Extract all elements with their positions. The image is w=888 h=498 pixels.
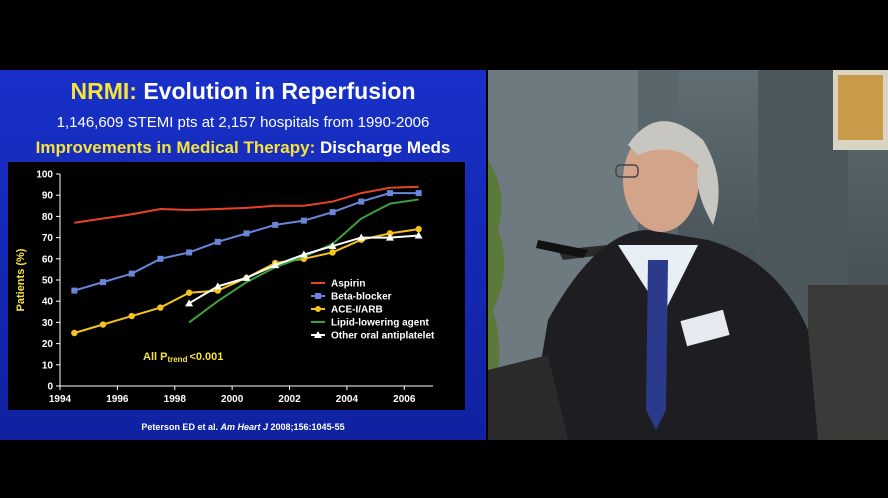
data-point	[271, 261, 280, 269]
citation-journal: Am Heart J	[220, 422, 268, 432]
series-line-0	[74, 185, 419, 224]
data-point	[185, 299, 194, 307]
legend-label: Beta-blocker	[331, 292, 392, 303]
y-tick-label: 70	[42, 233, 54, 244]
y-tick-label: 60	[42, 254, 54, 265]
x-tick-label: 1998	[164, 394, 187, 405]
data-point	[299, 250, 308, 258]
data-point	[329, 209, 336, 216]
legend-marker	[315, 306, 321, 312]
data-point	[300, 217, 307, 224]
line-chart: 0 10 20 30 40 50 60 70 80 90 100 1994 1996 1998 2000 20…	[15, 170, 435, 406]
data-point	[386, 190, 393, 197]
data-point	[415, 225, 422, 233]
y-tick-label: 20	[42, 339, 54, 350]
slide-title-prefix: NRMI:	[70, 78, 137, 104]
x-tick-label: 2002	[278, 394, 301, 405]
data-point	[385, 233, 394, 241]
y-tick-label: 50	[42, 276, 54, 287]
legend-label: ACE-I/ARB	[331, 305, 383, 316]
data-point	[386, 230, 394, 237]
data-point	[272, 221, 279, 228]
section-prefix: Improvements in Medical Therapy:	[35, 138, 316, 157]
slide-subtitle: 1,146,609 STEMI pts at 2,157 hospitals f…	[56, 114, 430, 131]
legend-label: Other oral antiplatelet	[331, 331, 435, 342]
y-tick-label: 30	[42, 318, 54, 329]
y-tick-label: 90	[42, 191, 54, 202]
data-point	[414, 231, 423, 239]
slide-citation: Peterson ED et al. Am Heart J 2008;156:1…	[0, 422, 486, 432]
x-tick-label: 2006	[393, 394, 416, 405]
data-point	[214, 238, 221, 245]
data-point	[128, 270, 135, 277]
y-tick-label: 100	[36, 170, 53, 181]
data-point	[99, 321, 107, 328]
data-point	[71, 329, 78, 337]
x-tick-label: 2000	[221, 394, 244, 405]
data-point	[128, 312, 135, 320]
y-axis-label: Patients (%)	[15, 248, 27, 311]
slide-title: NRMI: Evolution in Reperfusion	[0, 78, 486, 105]
p-trend-note: All Ptrend <0.001	[143, 351, 223, 364]
data-point	[213, 282, 222, 290]
chart-panel: 0 10 20 30 40 50 60 70 80 90 100 1994 1996 1998 2000 20…	[8, 162, 465, 410]
data-point	[357, 233, 366, 241]
y-tick-label: 0	[47, 382, 53, 393]
data-point	[242, 273, 251, 281]
data-point	[243, 230, 250, 237]
data-point	[328, 242, 337, 250]
presentation-slide: NRMI: Evolution in Reperfusion 1,146,609…	[0, 70, 486, 440]
legend-label: Lipid-lowering agent	[331, 318, 429, 329]
data-point	[157, 255, 164, 262]
slide-title-main: Evolution in Reperfusion	[143, 78, 416, 104]
data-point	[185, 289, 193, 296]
section-main: Discharge Meds	[319, 138, 451, 157]
legend-marker	[315, 293, 321, 299]
x-tick-label: 2004	[336, 394, 359, 405]
legend-marker	[314, 331, 322, 338]
y-tick-label: 40	[42, 297, 54, 308]
x-tick-label: 1994	[49, 394, 72, 405]
citation-ref: 2008;156:1045-55	[270, 422, 345, 432]
data-point	[329, 249, 336, 256]
citation-authors: Peterson ED et al.	[141, 422, 218, 432]
speaker-video-panel	[488, 70, 888, 440]
y-tick-label: 10	[42, 360, 54, 371]
slide-section-heading: Improvements in Medical Therapy: Dischar…	[0, 138, 486, 158]
data-point	[415, 190, 422, 197]
y-tick-label: 80	[42, 212, 54, 223]
data-point	[71, 287, 78, 294]
speaker-photo	[488, 70, 888, 440]
legend-label: Aspirin	[331, 279, 365, 290]
data-point	[100, 279, 107, 286]
x-tick-label: 1996	[106, 394, 129, 405]
data-point	[358, 198, 365, 205]
data-point	[186, 249, 193, 256]
data-point	[157, 304, 164, 311]
